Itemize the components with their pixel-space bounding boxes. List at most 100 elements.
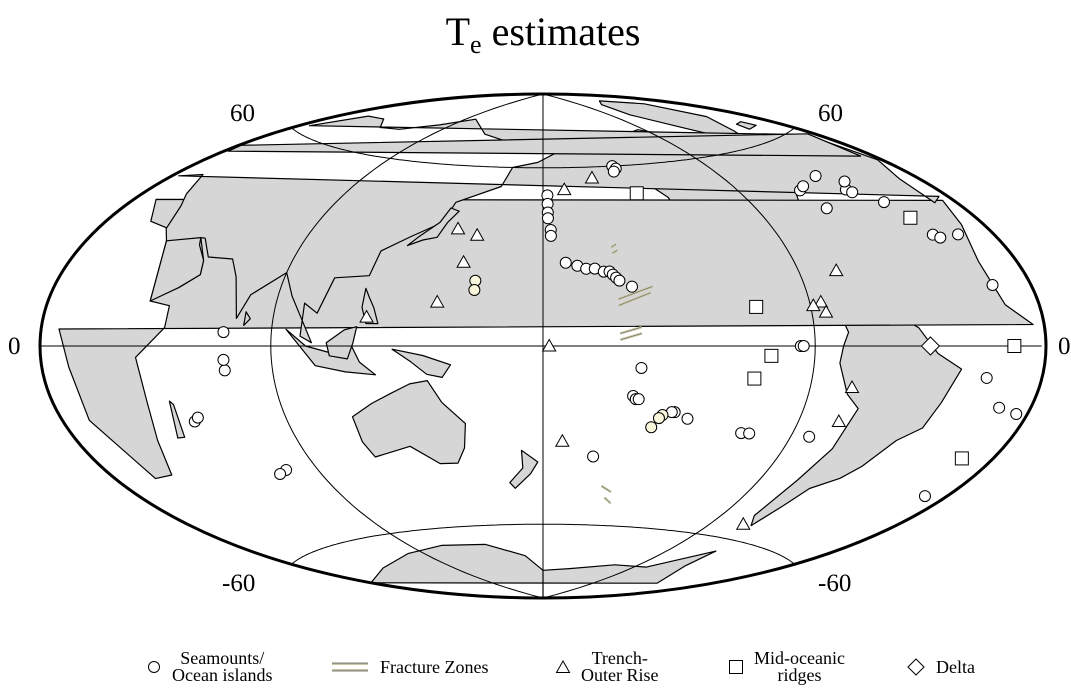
ridge-marker xyxy=(747,371,762,386)
seamount-marker xyxy=(993,401,1006,414)
trench-marker xyxy=(554,433,570,447)
seamount-marker xyxy=(820,202,833,215)
landmass-australia xyxy=(351,380,466,465)
title-rest: estimates xyxy=(481,9,641,54)
seamount-marker xyxy=(797,180,810,193)
landmass-borneo xyxy=(325,326,358,360)
world-map xyxy=(38,92,1048,600)
legend-seamounts: Seamounts/Ocean islands xyxy=(146,645,272,689)
legend-seamounts-line2: Ocean islands xyxy=(172,665,273,685)
seamount-marker xyxy=(191,411,204,424)
seamount-marker-highlight xyxy=(645,421,658,434)
landmass-new-zealand xyxy=(509,449,539,489)
trench-marker xyxy=(735,516,751,530)
legend-delta: Delta xyxy=(906,645,975,689)
map-border xyxy=(38,92,1048,600)
meridian-90 xyxy=(270,94,544,598)
ridge-marker xyxy=(749,299,764,314)
title-main: T xyxy=(445,9,471,54)
lat-label-s60-left: -60 xyxy=(222,570,256,597)
seamount-marker xyxy=(635,361,648,374)
seamount-marker xyxy=(809,169,822,182)
legend-trench-line2: Outer Rise xyxy=(581,665,659,685)
ridge-marker xyxy=(954,451,969,466)
seamount-marker-highlight xyxy=(468,283,481,296)
fracture-zone-edge xyxy=(620,326,642,334)
legend: Seamounts/Ocean islands Fracture Zones T… xyxy=(0,645,1071,689)
meridian-270 xyxy=(542,94,816,598)
fracture-zone-edge xyxy=(604,497,611,504)
trench-marker xyxy=(541,338,557,352)
seamount-marker xyxy=(952,228,965,241)
legend-fracture-label: Fracture Zones xyxy=(380,656,489,677)
legend-fracture-zones: Fracture Zones xyxy=(330,645,488,689)
fracture-zone-edge xyxy=(611,243,617,248)
seamount-marker xyxy=(625,280,638,293)
trench-marker xyxy=(813,294,829,308)
trench-marker xyxy=(805,298,821,312)
map-body xyxy=(40,94,1042,598)
trench-marker xyxy=(456,254,471,268)
legend-seamounts-line1: Seamounts/ xyxy=(180,648,265,668)
trench-marker xyxy=(469,227,485,241)
legend-ridges: Mid-oceanic ridges xyxy=(728,645,845,689)
fracture-zone-edge xyxy=(601,485,612,493)
legend-trench-line1: Trench- xyxy=(591,648,648,668)
delta-marker xyxy=(920,336,941,356)
seamount-marker xyxy=(632,393,645,406)
double-line-icon xyxy=(332,662,368,672)
lat-label-s60-right: -60 xyxy=(818,570,852,597)
trench-marker xyxy=(556,182,572,196)
trench-marker xyxy=(828,263,844,277)
seamount-marker xyxy=(217,326,230,339)
s60-parallel xyxy=(291,523,794,565)
fracture-zone-edge xyxy=(612,249,618,254)
seamount-marker xyxy=(803,430,816,443)
seamount-marker xyxy=(607,165,620,178)
legend-ridges-line2: ridges xyxy=(777,665,822,685)
seamount-marker xyxy=(544,229,557,242)
seamount-marker xyxy=(613,274,626,287)
lat-label-0-right: 0 xyxy=(1058,333,1071,360)
seamount-marker xyxy=(846,186,859,199)
seamount-marker xyxy=(743,427,756,440)
graticule xyxy=(40,94,1042,598)
seamount-marker xyxy=(797,340,810,352)
ridge-marker xyxy=(903,210,918,225)
square-marker-icon xyxy=(729,660,743,674)
estimate-markers xyxy=(188,160,1023,530)
seamount-marker xyxy=(986,278,999,291)
seamount-marker xyxy=(878,196,891,209)
trench-marker xyxy=(584,170,600,184)
parallel-n60 xyxy=(291,127,794,169)
legend-ridges-line1: Mid-oceanic xyxy=(754,648,845,668)
landmass-madagascar xyxy=(168,400,186,439)
seamount-marker xyxy=(274,468,287,481)
landmass-japan xyxy=(406,207,460,247)
seamount-marker xyxy=(918,490,931,503)
trench-marker xyxy=(450,221,466,235)
map-title: Te estimates xyxy=(0,6,1071,71)
seamount-marker xyxy=(681,412,694,425)
legend-delta-label: Delta xyxy=(936,656,975,677)
trench-marker xyxy=(844,379,860,393)
landmass-sri-lanka xyxy=(243,311,251,326)
trench-marker xyxy=(429,294,445,308)
seamount-marker xyxy=(541,212,554,225)
trench-marker xyxy=(831,413,847,427)
seamount-marker xyxy=(934,231,947,244)
seamount-marker-highlight xyxy=(652,412,665,425)
triangle-marker-icon xyxy=(555,659,571,673)
lat-label-n60-left: 60 xyxy=(230,100,255,127)
landmass-arabian-peninsula xyxy=(149,237,205,302)
trench-marker xyxy=(818,304,834,318)
ridge-marker xyxy=(629,186,644,201)
landmass-new-guinea xyxy=(391,348,452,378)
fracture-zone-edge xyxy=(618,292,651,306)
lat-label-0-left: 0 xyxy=(8,333,21,360)
lat-label-n60-right: 60 xyxy=(818,100,843,127)
seamount-marker xyxy=(217,353,230,366)
ridge-marker xyxy=(764,348,779,363)
fracture-zone-edge xyxy=(618,286,653,300)
title-subscript: e xyxy=(470,30,482,59)
